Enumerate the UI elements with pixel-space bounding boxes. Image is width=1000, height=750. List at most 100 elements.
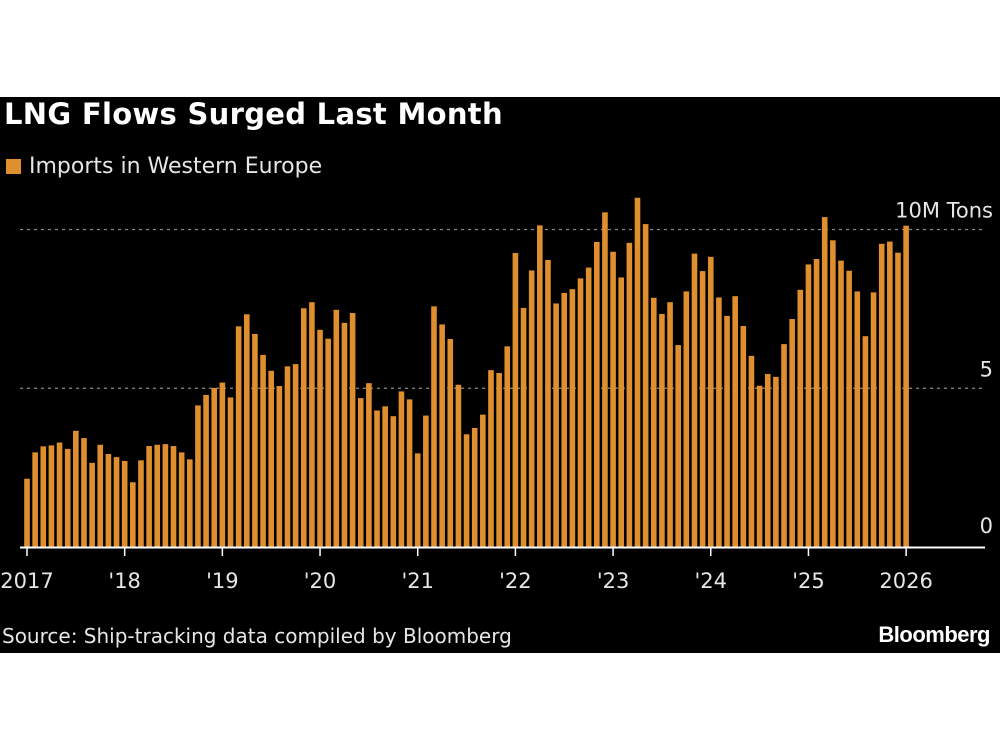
bar: [903, 225, 909, 547]
bar: [496, 373, 502, 547]
bar: [154, 444, 161, 547]
bar: [105, 453, 112, 547]
bar: [366, 383, 372, 547]
y-tick-label: 5: [980, 357, 993, 381]
bar: [781, 344, 787, 547]
bar: [862, 336, 869, 547]
bar: [309, 302, 315, 547]
bar: [398, 391, 405, 547]
x-tick-label: '18: [108, 569, 141, 593]
bar: [56, 442, 63, 547]
x-tick-label: '21: [401, 569, 434, 593]
bar: [341, 322, 348, 547]
bar: [610, 251, 616, 547]
bar: [178, 452, 185, 547]
bar: [740, 326, 747, 547]
bar: [504, 346, 511, 547]
bar: [642, 224, 649, 548]
bar: [602, 212, 608, 548]
bar: [683, 291, 690, 547]
bar: [138, 460, 144, 547]
legend-label: Imports in Western Europe: [29, 154, 323, 179]
bar: [732, 296, 738, 547]
bar: [219, 382, 226, 547]
bar: [374, 410, 380, 547]
x-tick-label: 2026: [879, 569, 932, 593]
bar: [89, 462, 95, 547]
bar: [569, 289, 576, 547]
bar: [691, 253, 698, 547]
chart-title: LNG Flows Surged Last Month: [4, 97, 503, 131]
bar: [748, 355, 755, 547]
bar: [618, 277, 625, 547]
bar: [406, 399, 413, 547]
bar: [268, 370, 274, 547]
bar: [878, 243, 885, 547]
bar: [235, 326, 242, 547]
bar: [284, 366, 291, 547]
bar: [561, 293, 568, 547]
bar: [528, 270, 535, 547]
y-tick-label: 10M Tons: [895, 199, 993, 223]
y-tick-label: 0: [980, 514, 993, 538]
bar: [520, 307, 527, 547]
bar: [756, 385, 763, 547]
bar: [40, 446, 47, 547]
bar: [48, 445, 55, 547]
bar: [463, 434, 470, 547]
bar: [431, 306, 437, 547]
legend: Imports in Western Europe: [6, 154, 322, 179]
bar: [203, 394, 209, 547]
bar: [724, 315, 730, 547]
bar: [64, 448, 71, 547]
bar: [838, 260, 844, 547]
bar: [707, 256, 714, 547]
bar: [675, 345, 681, 547]
x-tick-label: '19: [206, 569, 239, 593]
bar: [300, 308, 307, 547]
bar: [317, 329, 323, 547]
bar: [81, 438, 87, 547]
bar: [455, 384, 462, 547]
bar: [764, 373, 771, 547]
bar: [382, 406, 388, 547]
bar: [895, 252, 901, 548]
bar: [390, 416, 397, 547]
bar: [585, 267, 592, 547]
bar: [805, 264, 812, 547]
bar: [113, 457, 120, 547]
x-tick-label: '22: [499, 569, 532, 593]
bar: [594, 241, 600, 547]
bar: [634, 197, 641, 547]
bar: [333, 309, 340, 547]
bar: [626, 242, 633, 547]
bar: [227, 397, 234, 547]
bar: [211, 387, 218, 547]
bar: [537, 225, 543, 547]
bar: [480, 414, 486, 547]
x-tick-label: 2017: [0, 569, 53, 593]
bar: [488, 370, 494, 547]
bar: [846, 270, 852, 547]
bar: [357, 398, 364, 547]
bar: [830, 240, 836, 548]
bar: [650, 297, 657, 547]
bar: [716, 297, 722, 547]
bar: [414, 453, 421, 547]
legend-swatch: [6, 159, 21, 174]
bar: [260, 354, 266, 547]
x-tick-label: '23: [597, 569, 630, 593]
bar: [97, 444, 104, 547]
bar: [659, 313, 665, 547]
bar: [423, 415, 429, 547]
bar: [667, 302, 673, 547]
bar: [162, 444, 169, 547]
bar: [170, 446, 177, 547]
bloomberg-logo: Bloomberg: [878, 622, 990, 647]
bar: [821, 217, 828, 547]
bar: [553, 303, 559, 547]
bar: [292, 364, 299, 547]
bar: [146, 446, 152, 547]
